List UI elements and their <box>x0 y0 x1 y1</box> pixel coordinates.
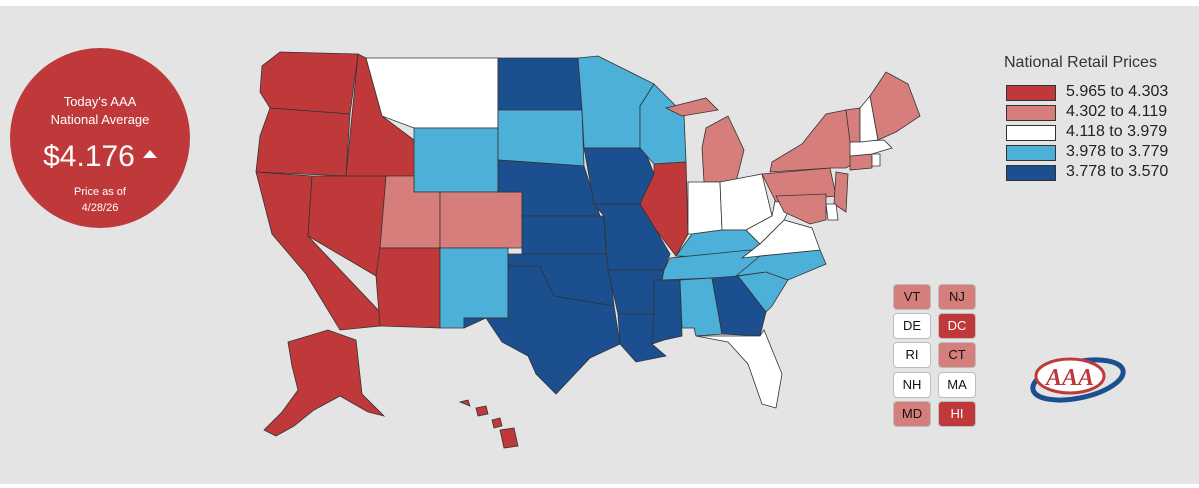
badge-title-line2: National Average <box>50 112 150 127</box>
national-average-badge: Today's AAA National Average $4.176 Pric… <box>10 48 190 228</box>
state-ak[interactable] <box>263 329 386 437</box>
small-state-dc[interactable]: DC <box>938 313 976 339</box>
price-value: $4.176 <box>43 140 135 173</box>
legend-item: 4.118 to 3.979 <box>1004 122 1194 142</box>
legend-item: 4.302 to 4.119 <box>1004 102 1194 122</box>
state-in[interactable] <box>687 181 723 235</box>
us-gas-price-map <box>255 51 921 449</box>
legend-swatch <box>1006 105 1056 121</box>
state-az[interactable] <box>375 247 441 329</box>
as-of-label: Price as of <box>74 186 126 198</box>
state-nm[interactable] <box>439 247 509 329</box>
state-wy[interactable] <box>413 127 499 193</box>
small-state-nj[interactable]: NJ <box>938 284 976 310</box>
state-md[interactable] <box>775 193 827 225</box>
small-state-vt[interactable]: VT <box>893 284 931 310</box>
legend-label: 4.302 to 4.119 <box>1066 103 1168 120</box>
state-wi[interactable] <box>639 83 687 165</box>
legend-title: National Retail Prices <box>1004 54 1157 71</box>
state-de[interactable] <box>825 203 839 221</box>
small-state-de[interactable]: DE <box>893 313 931 339</box>
state-me[interactable] <box>869 71 921 141</box>
aaa-logo: AAA <box>1030 357 1126 403</box>
state-hi[interactable] <box>458 399 519 449</box>
legend-label: 4.118 to 3.979 <box>1066 123 1168 140</box>
state-ks[interactable] <box>521 215 607 255</box>
state-ga[interactable] <box>711 275 767 337</box>
small-state-ct[interactable]: CT <box>938 342 976 368</box>
state-ny[interactable] <box>769 109 857 173</box>
state-wa[interactable] <box>259 51 359 115</box>
small-state-nh[interactable]: NH <box>893 372 931 398</box>
state-tx[interactable] <box>463 265 621 395</box>
legend-swatch <box>1006 145 1056 161</box>
state-fl[interactable] <box>695 329 783 409</box>
legend-swatch <box>1006 85 1056 101</box>
legend-item: 3.978 to 3.779 <box>1004 142 1194 162</box>
state-ct[interactable] <box>849 153 873 171</box>
state-sd[interactable] <box>497 109 585 167</box>
legend-label: 3.778 to 3.570 <box>1066 163 1169 180</box>
small-state-ma[interactable]: MA <box>938 372 976 398</box>
state-co[interactable] <box>439 191 523 249</box>
small-state-md[interactable]: MD <box>893 401 931 427</box>
legend-label: 5.965 to 4.303 <box>1066 83 1169 100</box>
small-state-ri[interactable]: RI <box>893 342 931 368</box>
legend-label: 3.978 to 3.779 <box>1066 143 1169 160</box>
legend-swatch <box>1006 165 1056 181</box>
national-average-price: $4.176 <box>10 140 190 174</box>
state-nj[interactable] <box>833 171 849 213</box>
badge-title-line1: Today's AAA <box>63 94 137 109</box>
legend-item: 5.965 to 4.303 <box>1004 82 1194 102</box>
legend-swatch <box>1006 125 1056 141</box>
small-state-hi[interactable]: HI <box>938 401 976 427</box>
state-nd[interactable] <box>497 57 583 111</box>
trend-up-icon <box>142 150 157 159</box>
state-ms[interactable] <box>651 279 683 345</box>
state-ri[interactable] <box>871 153 881 167</box>
state-il[interactable] <box>639 161 689 257</box>
state-mt[interactable] <box>365 57 499 129</box>
as-of-date: 4/28/26 <box>81 202 119 214</box>
state-or[interactable] <box>255 107 351 177</box>
legend-item: 3.778 to 3.570 <box>1004 162 1194 182</box>
price-legend: National Retail Prices 5.965 to 4.303 4.… <box>1004 54 1194 182</box>
aaa-logo-text: AAA <box>1044 365 1094 391</box>
